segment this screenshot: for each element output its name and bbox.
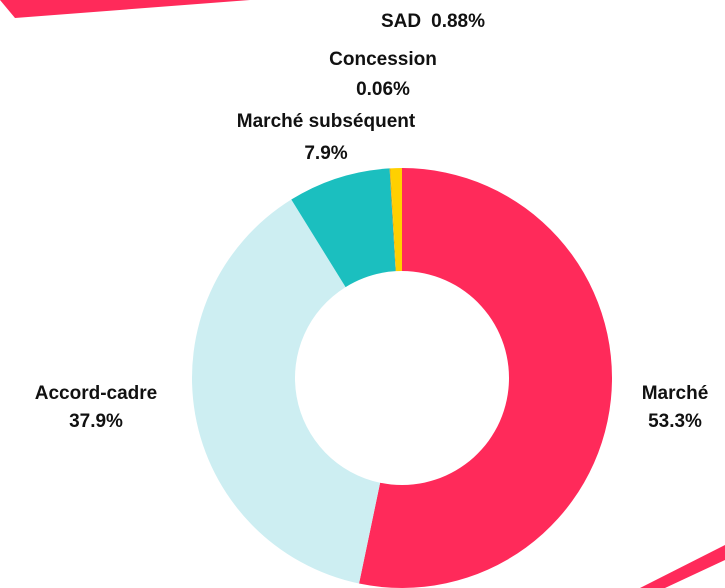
donut-slice [389,168,397,272]
donut-slice [291,168,396,288]
decor-stroke [640,545,725,588]
slice-label: SAD [381,11,421,32]
slice-label-group: SAD 0.88% [381,11,485,32]
slice-value-label: 0.88% [431,11,485,32]
slice-value-label: 0.06% [356,79,410,100]
slice-label: Accord-cadre [35,383,158,404]
slice-label: Marché [642,383,709,404]
slice-value-label: 53.3% [648,411,702,432]
slice-label: Concession [329,49,437,70]
slice-label: Marché subséquent [237,111,416,132]
slice-value-label: 7.9% [304,143,347,164]
donut-slice [191,199,381,584]
donut-slice [359,168,612,588]
slice-value-label: 37.9% [69,411,123,432]
decor-stroke [0,0,250,18]
donut-slice [390,168,402,272]
